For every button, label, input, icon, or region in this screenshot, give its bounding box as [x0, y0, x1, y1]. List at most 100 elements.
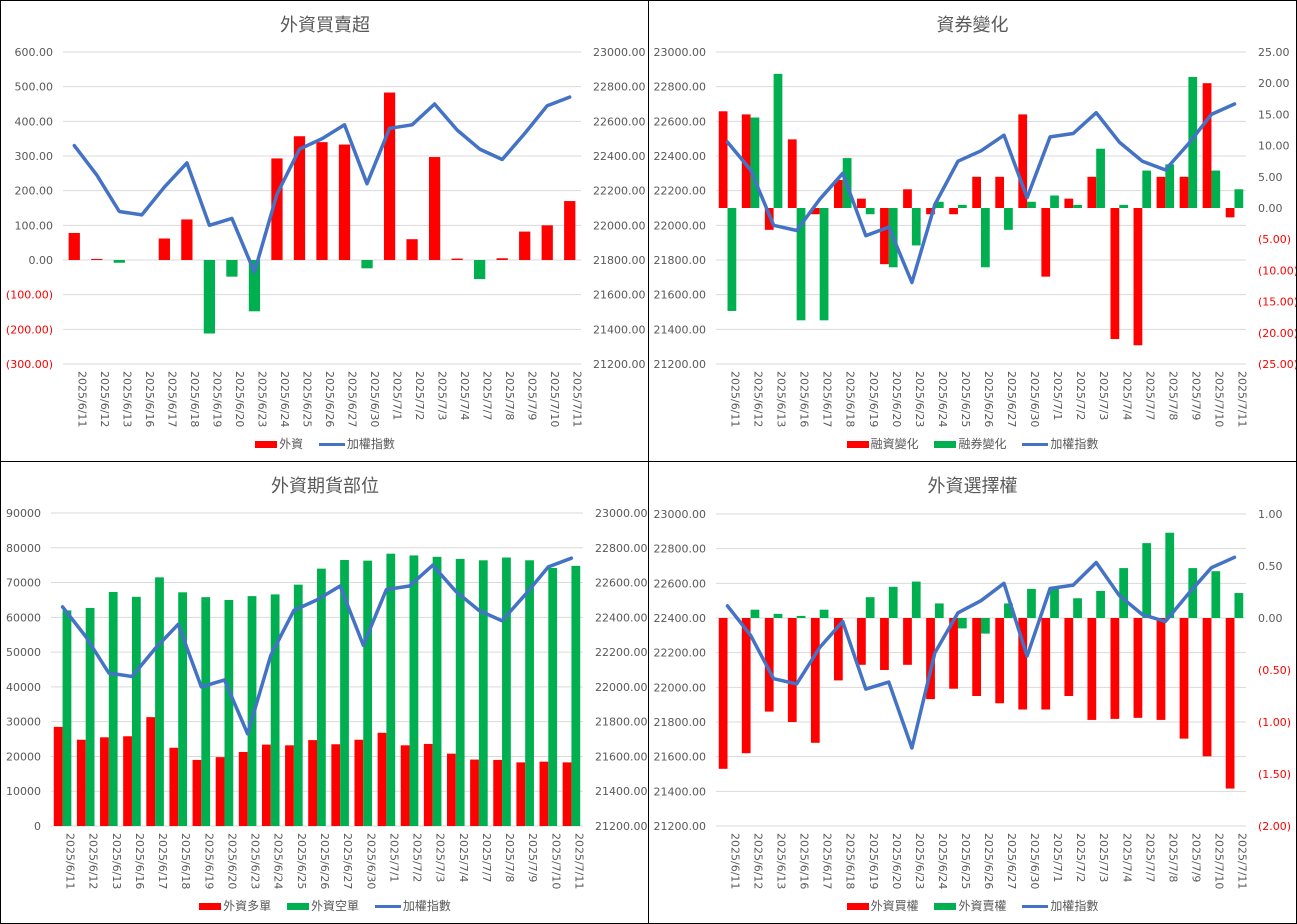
bar-外資空單 [432, 556, 442, 826]
bar-外資空單 [409, 555, 419, 826]
legend-line-blue [374, 905, 401, 908]
bar-外資 [113, 260, 125, 263]
y-axis-left-tick: 21400.00 [654, 785, 707, 798]
bar-外資 [406, 239, 418, 260]
legend-label: 加權指數 [346, 437, 395, 451]
x-axis-tick: 2025/6/26 [982, 833, 995, 889]
bar-外資買權 [880, 618, 889, 670]
bar-外資 [361, 260, 373, 269]
legend-swatch-green [286, 903, 309, 910]
x-axis-tick: 2025/7/3 [434, 833, 447, 882]
y-axis-right-tick: 0.00 [1258, 612, 1283, 625]
x-axis-tick: 2025/6/20 [890, 833, 903, 889]
y-axis-right-tick: 20.00 [1258, 77, 1290, 90]
x-axis-tick: 2025/6/16 [133, 833, 146, 889]
y-axis-left-tick: 21200.00 [654, 358, 707, 371]
x-axis-tick: 2025/7/2 [1074, 371, 1087, 420]
y-axis-left-tick: 600.00 [15, 46, 54, 59]
bar-融資變化 [857, 198, 866, 208]
legend-line-blue [1022, 905, 1049, 908]
bar-外資空單 [62, 610, 72, 826]
x-axis-tick: 2025/6/19 [202, 833, 215, 889]
legend-swatch-red [846, 903, 869, 910]
bar-外資 [474, 260, 486, 280]
bar-融資變化 [1156, 176, 1166, 208]
bar-外資多單 [100, 737, 109, 826]
line-series-index [72, 95, 572, 274]
y-axis-right-tick: (20.00) [1258, 327, 1297, 340]
bar-融資變化 [1225, 208, 1235, 218]
legend-item: 加權指數 [1022, 897, 1098, 914]
x-axis-tick: 2025/7/1 [1051, 833, 1064, 882]
chart-title: 外資買賣超 [280, 15, 370, 36]
y-axis-left-tick: 22600.00 [654, 577, 707, 590]
legend-swatch-green [934, 441, 957, 448]
y-axis-left-tick: 60000 [6, 611, 41, 624]
chart-panel-margin: 資券變化 21200.00 21400.00 21600.00 21800.00 220… [648, 0, 1297, 463]
y-axis-left-tick: (100.00) [6, 289, 53, 302]
legend-label: 外資買權 [870, 899, 919, 913]
bar-外資空單 [571, 565, 581, 826]
x-axis-tick: 2025/7/11 [572, 833, 585, 889]
x-axis-tick: 2025/6/30 [1028, 833, 1041, 889]
y-axis-right-tick: 22200.00 [593, 185, 646, 198]
chart-title: 資券變化 [936, 15, 1009, 36]
bar-外資買權 [1018, 618, 1028, 710]
bar-外資賣權 [1096, 590, 1105, 618]
bar-外資 [181, 219, 193, 260]
bar-外資買權 [1087, 618, 1097, 720]
legend-item: 加權指數 [318, 435, 395, 452]
x-axis-tick: 2025/6/12 [87, 833, 100, 889]
bar-外資多單 [539, 761, 549, 826]
legend-item: 外資買權 [846, 897, 919, 914]
legend-line-blue [318, 443, 345, 446]
x-axis-tick: 2025/6/24 [936, 833, 949, 889]
x-axis-tick: 2025/7/8 [1166, 371, 1179, 420]
bar-融券變化 [1142, 170, 1152, 208]
x-axis-tick: 2025/7/1 [391, 371, 404, 420]
legend-swatch-green [934, 903, 957, 910]
bar-外資買權 [857, 618, 866, 665]
y-axis-left-tick: 22000.00 [654, 219, 707, 232]
bar-融資變化 [1110, 208, 1120, 340]
y-axis-right-tick: (2.00) [1258, 820, 1291, 833]
y-axis-left-tick: 22200.00 [654, 647, 707, 660]
bar-融券變化 [1119, 204, 1129, 208]
bar-融券變化 [865, 208, 875, 215]
x-axis-tick: 2025/7/3 [1097, 833, 1110, 882]
x-axis-tick: 2025/6/13 [120, 371, 133, 427]
y-axis-right-tick: 10.00 [1258, 140, 1290, 153]
y-axis-left-tick: 22200.00 [654, 185, 707, 198]
bar-外資買權 [1041, 618, 1051, 710]
bar-外資空單 [502, 557, 511, 826]
bar-外資空單 [478, 560, 488, 826]
x-axis-tick: 2025/6/17 [821, 833, 834, 889]
bar-外資賣權 [796, 615, 806, 618]
bar-外資空單 [155, 577, 164, 826]
y-axis-left-tick: 21400.00 [654, 323, 707, 336]
x-axis-tick: 2025/7/10 [1212, 833, 1225, 889]
legend-item: 外資多單 [199, 897, 271, 914]
y-axis-left-tick: 0 [34, 820, 41, 833]
x-axis-tick: 2025/6/30 [364, 833, 377, 889]
x-axis-tick: 2025/6/18 [844, 833, 857, 889]
y-axis-right-tick: 22000.00 [593, 219, 646, 232]
y-axis-left-tick: 21200.00 [654, 820, 707, 833]
bar-外資多單 [285, 745, 294, 826]
legend-item: 加權指數 [374, 897, 451, 914]
x-axis-tick: 2025/7/1 [387, 833, 400, 882]
chart-panel-options: 外資選擇權 21200.00 21400.00 21600.00 21800.00 22… [648, 461, 1297, 924]
x-axis-tick: 2025/6/17 [156, 833, 169, 889]
y-axis-right-tick: 22600.00 [593, 115, 646, 128]
bar-外資賣權 [1073, 598, 1082, 618]
x-axis-tick: 2025/6/20 [225, 833, 238, 889]
chart-plot-margin: 21200.00 21400.00 21600.00 21800.00 22000.00… [654, 46, 1297, 427]
x-axis-tick: 2025/6/27 [346, 371, 359, 427]
bar-外資賣權 [1188, 568, 1198, 618]
x-axis-tick: 2025/7/8 [1166, 833, 1179, 882]
y-axis-left-tick: 30000 [6, 716, 41, 729]
y-axis-left-tick: 21800.00 [654, 254, 707, 267]
x-axis-tick: 2025/6/13 [775, 371, 788, 427]
chart-plot-foreign: (300.00) (200.00) (100.00) 0.00 100.00 200.00… [6, 46, 646, 427]
y-axis-right-tick: 21600.00 [595, 750, 648, 763]
